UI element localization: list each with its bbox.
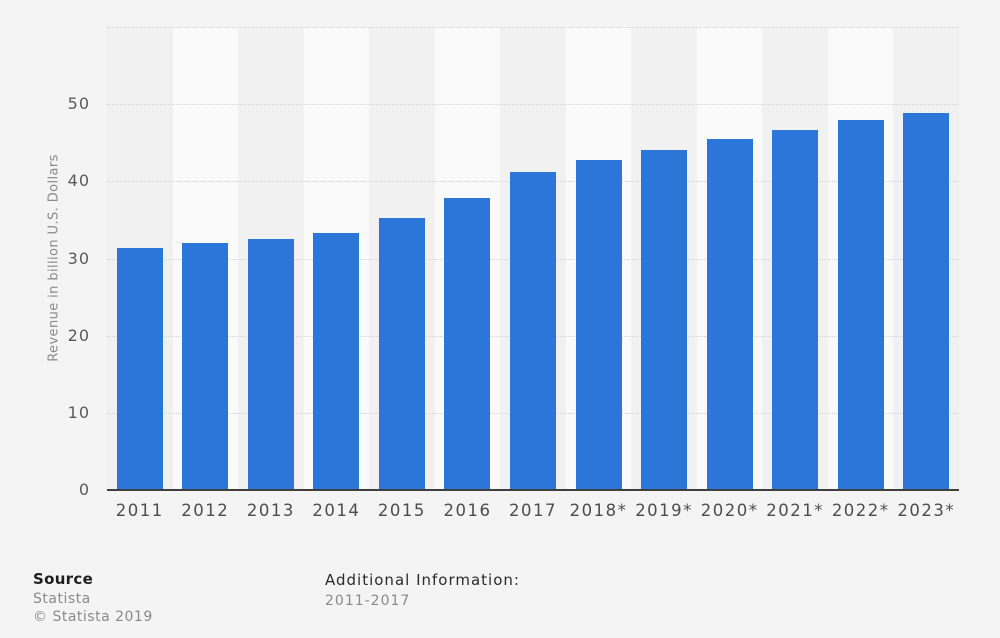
additional-info-block: Additional Information: 2011-2017 (325, 571, 520, 609)
x-axis-label: 2018* (569, 501, 628, 520)
gridline (107, 27, 959, 28)
bar-2015 (378, 218, 425, 490)
x-axis-label: 2022* (831, 501, 890, 520)
gridline (107, 104, 959, 106)
additional-info-value: 2011-2017 (325, 593, 411, 609)
x-axis-label: 2019* (635, 501, 693, 520)
x-axis-label: 2021* (766, 501, 825, 520)
x-axis-label: 2016 (443, 501, 492, 520)
copyright-notice: © Statista 2019 (33, 609, 153, 625)
bar-2021 (772, 129, 819, 490)
bar-2020 (706, 138, 753, 490)
bar-2011 (116, 248, 163, 490)
bar-2014 (313, 233, 360, 490)
bar-2018 (575, 159, 622, 490)
y-tick-label: 10 (67, 402, 90, 422)
bar-2017 (510, 172, 556, 490)
additional-info-label: Additional Information: (325, 571, 520, 589)
bar-2022 (837, 119, 884, 490)
bar-2013 (247, 239, 294, 490)
x-axis-label: 2011 (115, 501, 164, 520)
y-tick-label: 40 (67, 171, 90, 191)
bar-2019 (641, 149, 688, 490)
source-label: Source (33, 570, 94, 588)
y-tick-label: 50 (67, 94, 90, 114)
x-axis-line (107, 489, 959, 491)
x-axis-label: 2012 (181, 501, 230, 520)
source-name[interactable]: Statista (33, 591, 91, 607)
bar-2023 (903, 112, 950, 490)
x-axis-label: 2023* (897, 501, 956, 520)
x-axis-label: 2013 (246, 501, 295, 520)
y-tick-label: 30 (67, 248, 90, 268)
x-axis-label: 2014 (312, 501, 361, 520)
x-axis-label: 2017 (508, 501, 557, 520)
y-tick-label: 0 (78, 480, 90, 499)
x-axis-label: 2015 (377, 501, 426, 520)
plot-area (107, 27, 959, 490)
y-tick-label: 20 (67, 325, 90, 345)
bar-2016 (444, 198, 491, 490)
source-block: Source Statista © Statista 2019 (33, 570, 153, 625)
x-axis-label: 2020* (700, 501, 759, 520)
bar-2012 (182, 243, 229, 490)
